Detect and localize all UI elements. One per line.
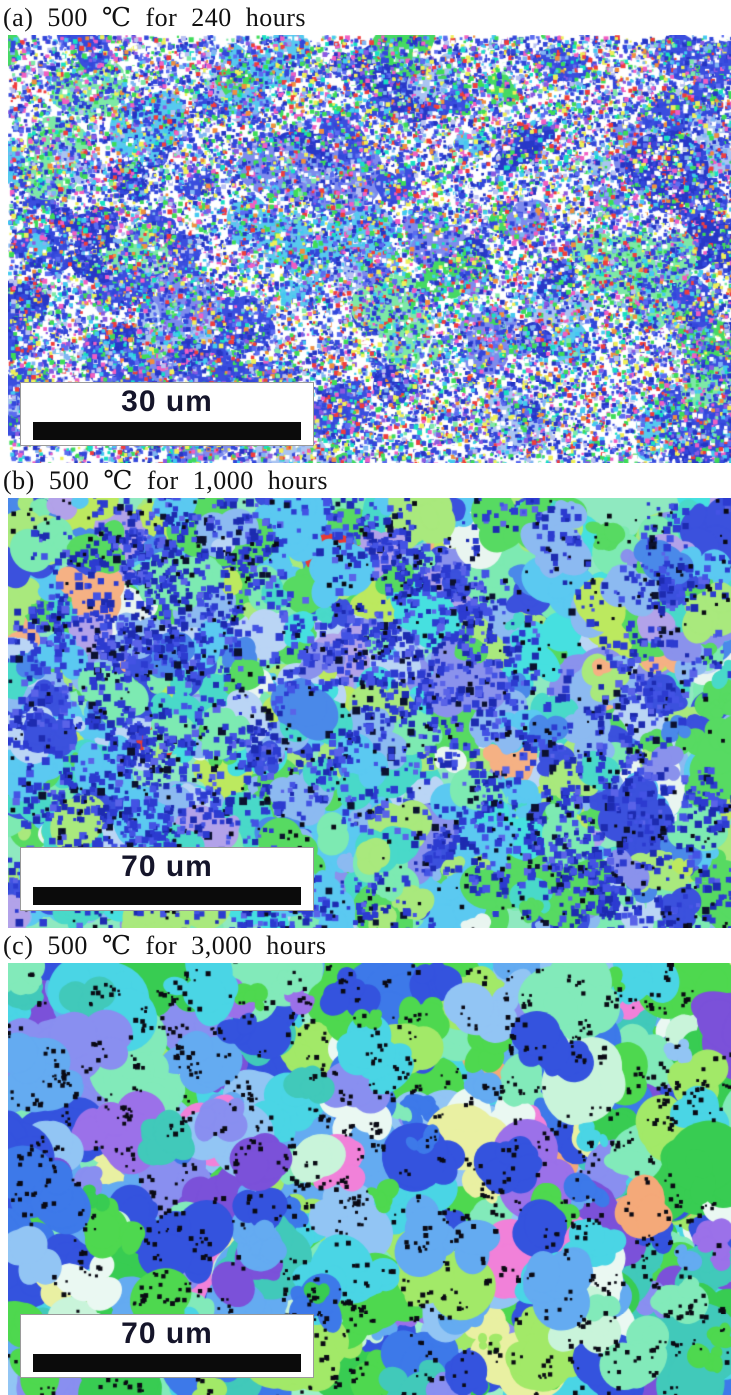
scale-bar-b: 70 um bbox=[20, 847, 314, 911]
panel-label-b: (b) 500 ℃ for 1,000 hours bbox=[3, 465, 328, 495]
scale-bar-line-c bbox=[33, 1354, 301, 1372]
scale-bar-label-c: 70 um bbox=[121, 1317, 213, 1350]
scale-bar-a: 30 um bbox=[20, 382, 314, 446]
scale-bar-line-a bbox=[33, 422, 301, 440]
panel-label-c: (c) 500 ℃ for 3,000 hours bbox=[3, 930, 327, 960]
scale-bar-line-b bbox=[33, 887, 301, 905]
panel-label-a: (a) 500 ℃ for 240 hours bbox=[3, 2, 307, 32]
panel-b: 70 um bbox=[8, 498, 731, 928]
panel-a: 30 um bbox=[8, 35, 731, 463]
scale-bar-label-b: 70 um bbox=[121, 850, 213, 883]
scale-bar-label-a: 30 um bbox=[121, 385, 213, 418]
scale-bar-c: 70 um bbox=[20, 1314, 314, 1378]
panel-c: 70 um bbox=[8, 963, 731, 1395]
